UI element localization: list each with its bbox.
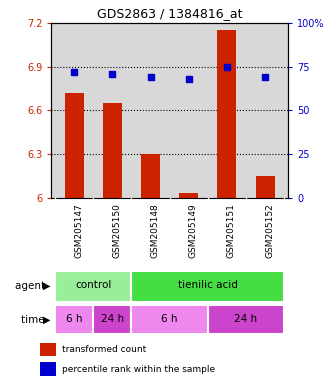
Text: 24 h: 24 h	[234, 314, 258, 324]
Text: 6 h: 6 h	[66, 314, 82, 324]
Bar	[256, 176, 275, 198]
Bar	[179, 194, 198, 198]
Bar	[217, 30, 236, 198]
Text: 24 h: 24 h	[101, 314, 124, 324]
Text: GSM205150: GSM205150	[113, 204, 121, 258]
Text: 6 h: 6 h	[162, 314, 178, 324]
Text: ▶: ▶	[43, 281, 51, 291]
Bar	[93, 305, 131, 334]
Bar	[40, 343, 56, 356]
Text: ▶: ▶	[43, 314, 51, 325]
Bar	[55, 270, 131, 302]
Bar	[208, 305, 284, 334]
Bar	[103, 103, 122, 198]
Point	[71, 69, 77, 75]
Text: agent: agent	[15, 281, 48, 291]
Bar	[141, 154, 160, 198]
Bar	[65, 93, 84, 198]
Point	[110, 71, 115, 77]
Text: GSM205152: GSM205152	[265, 204, 274, 258]
Bar	[55, 305, 93, 334]
Point	[148, 74, 153, 80]
Text: GSM205148: GSM205148	[151, 204, 160, 258]
Text: GSM205149: GSM205149	[189, 204, 198, 258]
Point	[224, 64, 229, 70]
Title: GDS2863 / 1384816_at: GDS2863 / 1384816_at	[97, 7, 242, 20]
Bar	[131, 270, 284, 302]
Text: percentile rank within the sample: percentile rank within the sample	[62, 365, 215, 374]
Text: time: time	[21, 314, 48, 325]
Bar	[131, 305, 208, 334]
Text: transformed count: transformed count	[62, 345, 146, 354]
Point	[186, 76, 191, 82]
Text: GSM205147: GSM205147	[74, 204, 83, 258]
Text: tienilic acid: tienilic acid	[178, 280, 238, 290]
Text: control: control	[75, 280, 112, 290]
Bar	[40, 362, 56, 376]
Point	[262, 74, 268, 80]
Text: GSM205151: GSM205151	[227, 204, 236, 258]
